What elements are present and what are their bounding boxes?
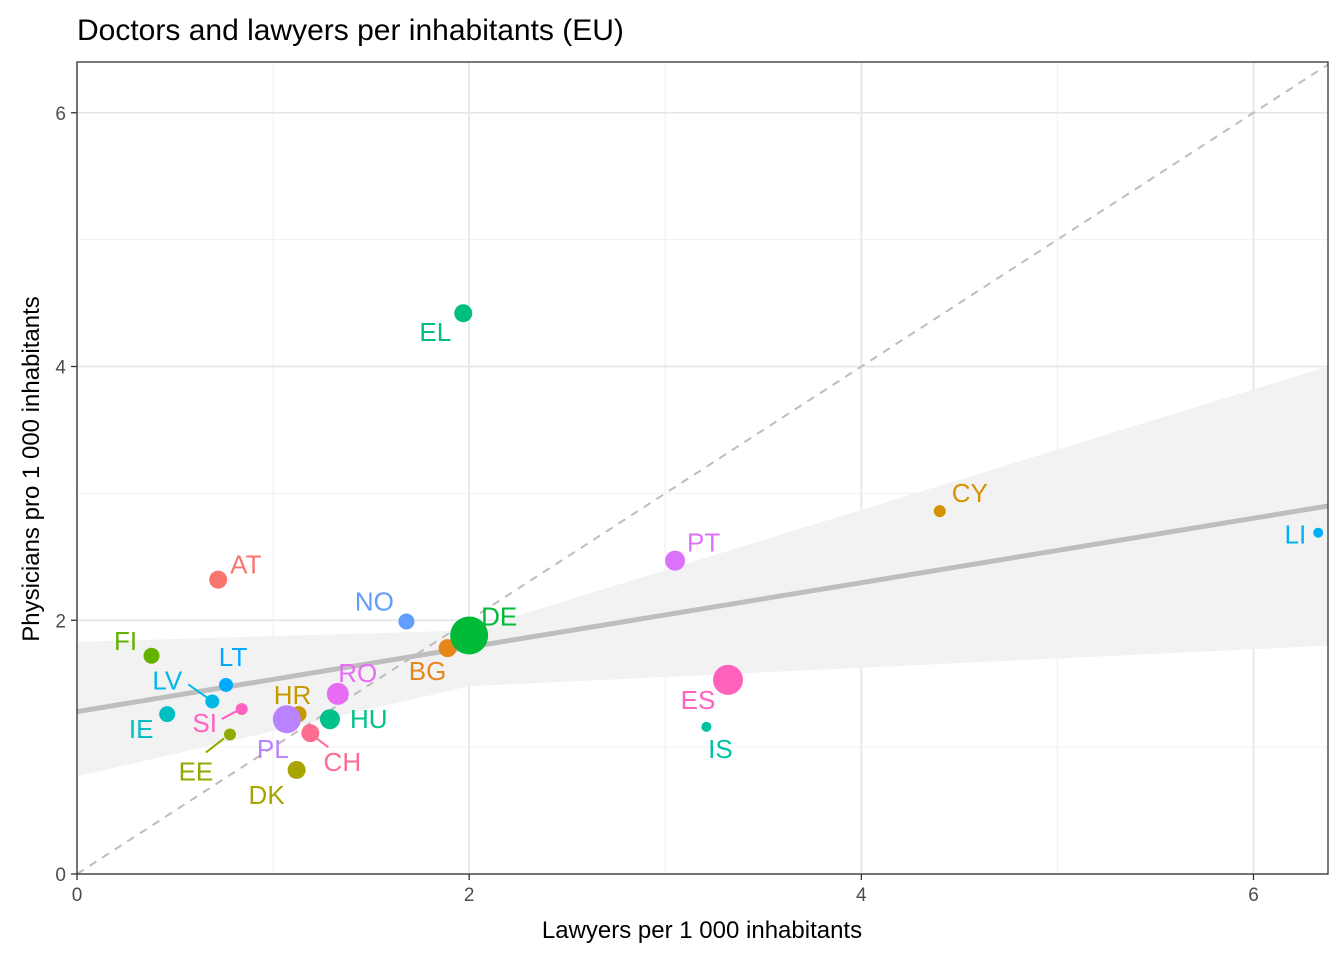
point-at	[209, 570, 228, 589]
point-label-no: NO	[355, 587, 394, 617]
point-label-ee: EE	[179, 756, 214, 786]
panel-border	[76, 61, 1329, 875]
point-label-si: SI	[192, 708, 217, 738]
point-label-lv: LV	[152, 665, 183, 695]
point-li	[1313, 527, 1324, 538]
trend-line-layer	[77, 503, 1328, 715]
x-tick-label: 2	[464, 885, 475, 906]
y-tick-label: 0	[55, 865, 66, 886]
point-ch	[301, 724, 320, 743]
point-is	[701, 721, 712, 732]
point-el	[454, 304, 473, 323]
point-label-de: DE	[481, 601, 517, 631]
point-de	[450, 616, 489, 655]
label-leader-si	[221, 710, 238, 720]
y-axis-title: Physicians pro 1 000 inhabitants	[18, 296, 45, 642]
label-leader-ee	[205, 737, 225, 754]
point-ee	[223, 728, 236, 741]
chart-title: Doctors and lawyers per inhabitants (EU)	[77, 14, 624, 47]
axis-ticks: 0 2 4 6 0 2 4 6	[55, 104, 1258, 906]
confidence-band-layer	[77, 366, 1328, 777]
point-ro	[326, 682, 349, 705]
point-label-pt: PT	[687, 528, 720, 558]
label-leader-lv	[187, 683, 209, 700]
point-label-es: ES	[681, 685, 716, 715]
point-fi	[143, 647, 160, 664]
point-hu	[319, 709, 340, 730]
point-si	[235, 703, 248, 716]
points-layer	[143, 304, 1324, 779]
point-label-lt: LT	[219, 642, 248, 672]
point-lv	[205, 694, 220, 709]
point-pl	[272, 705, 301, 734]
x-tick-label: 4	[856, 885, 867, 906]
confidence-band	[77, 366, 1328, 777]
labels-layer: AT BG CY HR DK EE FI DE EL HU IS IE LV LI LT NO PL PT RO SI…	[114, 317, 1306, 810]
point-ie	[159, 706, 176, 723]
point-pt	[665, 550, 686, 571]
point-label-hr: HR	[274, 680, 312, 710]
x-tick-label: 0	[72, 885, 83, 906]
label-leader-ch	[315, 737, 329, 748]
x-tick-label: 6	[1248, 885, 1259, 906]
point-label-is: IS	[708, 734, 733, 764]
point-label-at: AT	[230, 550, 261, 580]
point-label-hu: HU	[350, 704, 388, 734]
point-label-pl: PL	[257, 734, 289, 764]
point-label-li: LI	[1285, 520, 1307, 550]
point-label-ch: CH	[324, 747, 362, 777]
point-label-ro: RO	[338, 658, 377, 688]
point-cy	[933, 505, 946, 518]
point-label-bg: BG	[409, 656, 447, 686]
y-tick-label: 2	[55, 611, 66, 632]
point-no	[398, 613, 415, 630]
point-label-cy: CY	[952, 478, 988, 508]
point-label-dk: DK	[249, 780, 286, 810]
y-tick-label: 6	[55, 104, 66, 125]
point-lt	[219, 677, 234, 692]
point-dk	[287, 760, 306, 779]
trend-line	[77, 503, 1328, 715]
y-tick-label: 4	[55, 358, 66, 379]
x-axis-title: Lawyers per 1 000 inhabitants	[542, 917, 862, 944]
point-label-ie: IE	[129, 714, 154, 744]
point-label-el: EL	[419, 317, 451, 347]
point-es	[712, 664, 743, 695]
point-label-fi: FI	[114, 626, 137, 656]
